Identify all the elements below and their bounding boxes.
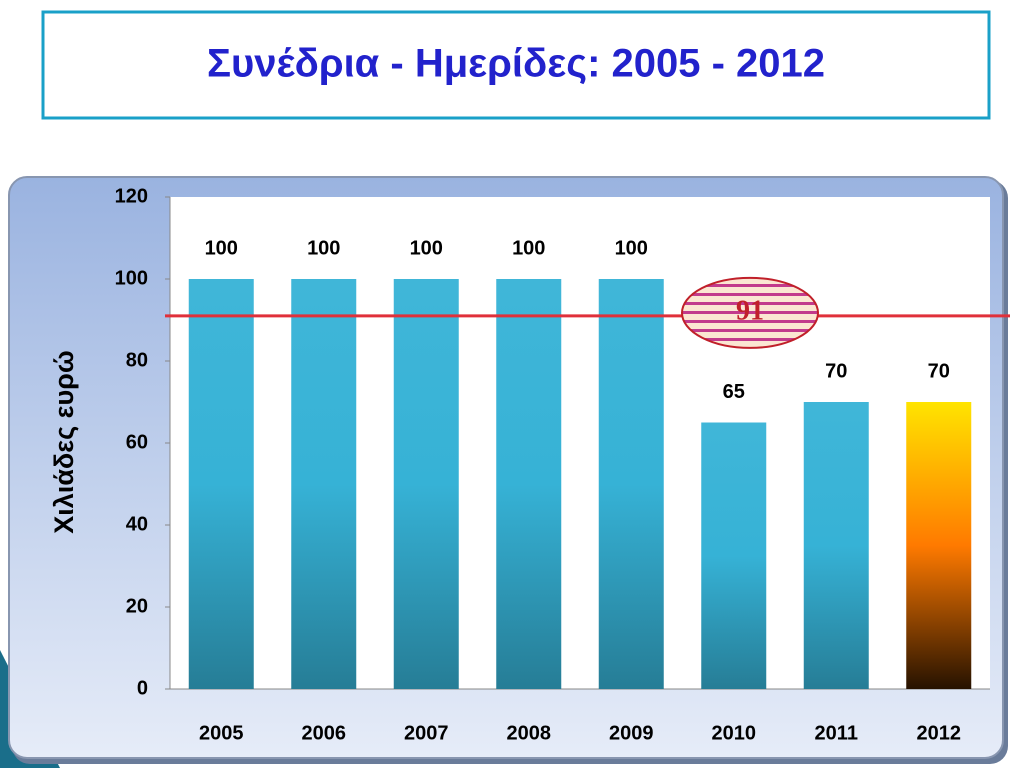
- data-label: 100: [205, 237, 238, 259]
- chart-title: Συνέδρια - Ημερίδες: 2005 - 2012: [207, 42, 825, 86]
- bar: [906, 402, 972, 689]
- plot: 0 20 40 60 80 100 120 2005 100 2006 100 2007 100 2008…: [115, 185, 1010, 744]
- reference-badge: [681, 276, 819, 349]
- data-label: 100: [512, 237, 545, 259]
- title-box: [41, 10, 991, 120]
- bar: [393, 279, 459, 689]
- x-tick-label: 2012: [917, 722, 962, 744]
- x-tick-label: 2008: [507, 722, 552, 744]
- y-tick-label: 0: [137, 677, 148, 699]
- bar: [496, 279, 562, 689]
- data-label: 100: [615, 237, 648, 259]
- data-label: 100: [307, 237, 340, 259]
- reference-label: 91: [736, 295, 764, 326]
- x-tick-label: 2009: [609, 722, 654, 744]
- x-tick-label: 2007: [404, 722, 449, 744]
- y-tick-label: 120: [115, 185, 148, 207]
- bar: [188, 279, 254, 689]
- y-tick-label: 100: [115, 267, 148, 289]
- bar: [701, 422, 767, 689]
- bar: [598, 279, 664, 689]
- y-tick-label: 20: [126, 595, 148, 617]
- data-label: 70: [928, 360, 950, 382]
- y-tick-label: 40: [126, 513, 148, 535]
- bar: [291, 279, 357, 689]
- y-tick-label: 60: [126, 431, 148, 453]
- x-tick-label: 2005: [199, 722, 244, 744]
- x-tick-label: 2011: [815, 722, 858, 744]
- data-label: 100: [410, 237, 443, 259]
- y-axis-label: Χιλιάδες ευρώ: [49, 350, 79, 533]
- bar: [803, 402, 869, 689]
- data-label: 70: [825, 360, 847, 382]
- y-tick-label: 80: [126, 349, 148, 371]
- data-label: 65: [723, 381, 745, 403]
- x-tick-label: 2006: [302, 722, 347, 744]
- x-tick-label: 2010: [712, 722, 757, 744]
